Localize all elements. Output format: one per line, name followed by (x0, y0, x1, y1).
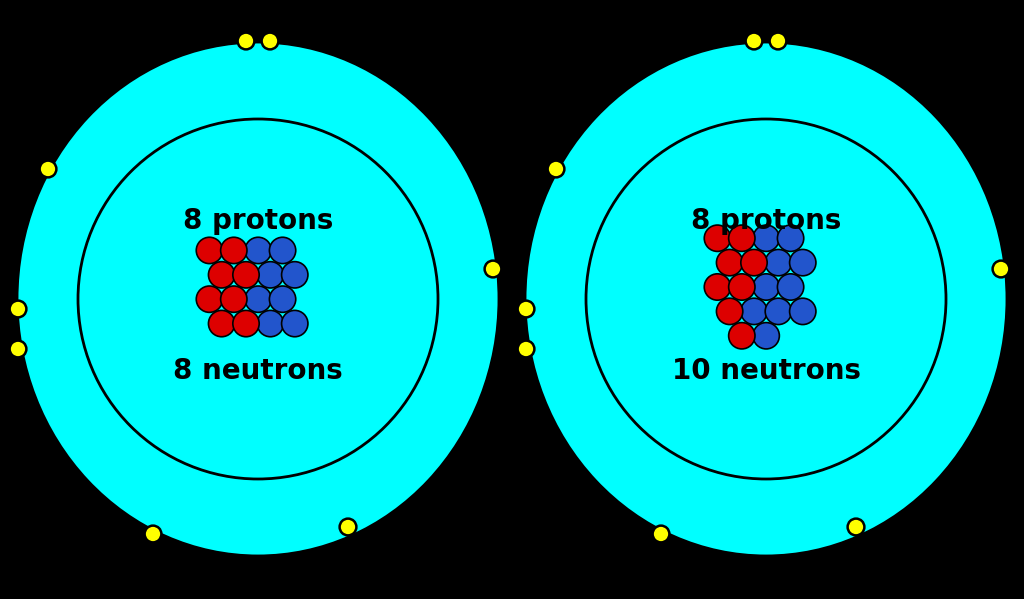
Ellipse shape (777, 225, 804, 252)
Ellipse shape (745, 32, 763, 49)
Ellipse shape (992, 261, 1010, 277)
Ellipse shape (197, 237, 222, 264)
Ellipse shape (790, 249, 816, 276)
Ellipse shape (261, 32, 279, 49)
Ellipse shape (753, 274, 779, 300)
Ellipse shape (340, 519, 356, 536)
Ellipse shape (770, 32, 786, 49)
Ellipse shape (245, 237, 271, 264)
Ellipse shape (257, 262, 284, 288)
Ellipse shape (144, 525, 162, 542)
Ellipse shape (652, 525, 670, 542)
Text: 8 protons: 8 protons (691, 207, 841, 235)
Ellipse shape (524, 41, 1008, 557)
Ellipse shape (209, 262, 234, 288)
Ellipse shape (729, 225, 755, 252)
Ellipse shape (753, 225, 779, 252)
Ellipse shape (220, 286, 247, 312)
Ellipse shape (765, 249, 792, 276)
Ellipse shape (740, 249, 767, 276)
Ellipse shape (232, 262, 259, 288)
Ellipse shape (232, 310, 259, 337)
Ellipse shape (717, 249, 742, 276)
Ellipse shape (40, 161, 56, 177)
Ellipse shape (705, 225, 730, 252)
Ellipse shape (717, 298, 742, 325)
Ellipse shape (282, 310, 308, 337)
Ellipse shape (197, 286, 222, 312)
Ellipse shape (257, 310, 284, 337)
Ellipse shape (245, 286, 271, 312)
Ellipse shape (586, 119, 946, 479)
Ellipse shape (740, 298, 767, 325)
Text: 8 neutrons: 8 neutrons (173, 357, 343, 385)
Text: 8 protons: 8 protons (183, 207, 333, 235)
Ellipse shape (209, 310, 234, 337)
Ellipse shape (729, 323, 755, 349)
Ellipse shape (729, 274, 755, 300)
Text: 10 neutrons: 10 neutrons (672, 357, 860, 385)
Ellipse shape (9, 301, 27, 317)
Ellipse shape (790, 298, 816, 325)
Ellipse shape (78, 119, 438, 479)
Ellipse shape (238, 32, 254, 49)
Ellipse shape (753, 323, 779, 349)
Ellipse shape (9, 341, 27, 358)
Ellipse shape (548, 161, 564, 177)
Ellipse shape (484, 261, 502, 277)
Ellipse shape (765, 298, 792, 325)
Ellipse shape (282, 262, 308, 288)
Ellipse shape (269, 237, 296, 264)
Ellipse shape (705, 274, 730, 300)
Ellipse shape (517, 301, 535, 317)
Ellipse shape (220, 237, 247, 264)
Ellipse shape (517, 341, 535, 358)
Ellipse shape (269, 286, 296, 312)
Ellipse shape (848, 519, 864, 536)
Ellipse shape (16, 41, 500, 557)
Ellipse shape (777, 274, 804, 300)
